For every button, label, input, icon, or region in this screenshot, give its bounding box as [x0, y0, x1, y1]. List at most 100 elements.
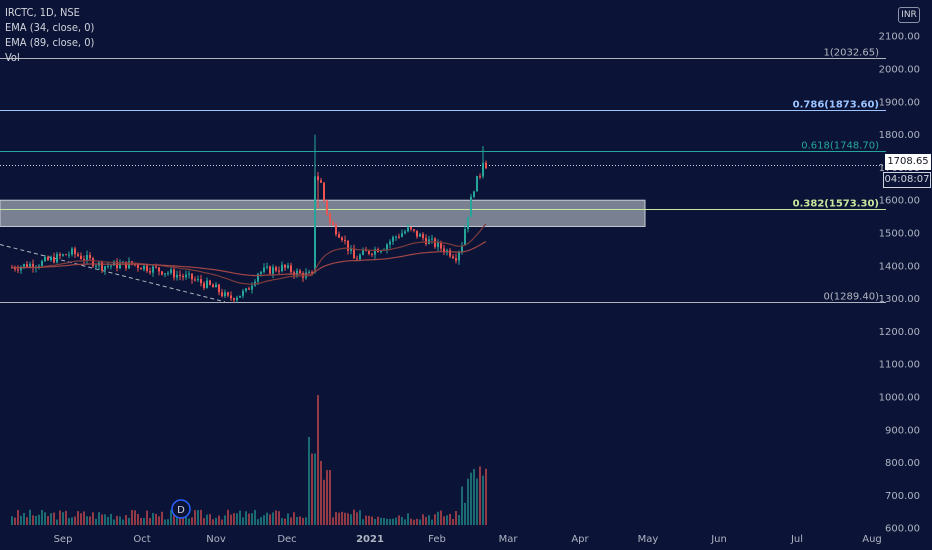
candle-body	[215, 284, 217, 288]
candle-body	[245, 288, 247, 291]
y-tick-label: 1600.00	[879, 196, 920, 207]
volume-bar	[32, 515, 34, 525]
candle-body	[344, 240, 346, 242]
volume-bar	[452, 518, 454, 525]
volume-bar	[410, 518, 412, 525]
candle-body	[182, 276, 184, 278]
volume-bar	[215, 517, 217, 525]
candle-body	[356, 258, 358, 260]
volume-bar	[287, 513, 289, 525]
candle-body	[434, 238, 436, 247]
symbol-title[interactable]: IRCTC, 1D, NSE	[5, 6, 80, 19]
candle-body	[59, 254, 61, 256]
volume-bar	[47, 516, 49, 525]
x-tick-label: 2021	[356, 534, 384, 545]
indicator-volume[interactable]: Vol	[5, 51, 20, 64]
dividend-marker-circle	[171, 499, 191, 519]
candle-body	[386, 244, 388, 250]
volume-bar	[404, 519, 406, 525]
candle-body	[416, 230, 418, 237]
volume-bar	[419, 519, 421, 525]
candle-body	[161, 271, 163, 275]
x-tick-label: Dec	[277, 534, 296, 545]
fib-level-label: 0(1289.40)	[823, 292, 879, 303]
volume-bar	[152, 512, 154, 525]
candle-body	[203, 283, 205, 288]
volume-bar	[362, 519, 364, 525]
candle-body	[413, 229, 415, 231]
candle-body	[221, 292, 223, 297]
candle-body	[53, 257, 55, 263]
candle-body	[317, 176, 319, 181]
y-tick-label: 1100.00	[879, 360, 920, 371]
volume-bar	[308, 437, 310, 525]
candle-body	[101, 262, 103, 271]
volume-bar	[92, 512, 94, 525]
volume-bar	[116, 515, 118, 525]
volume-bar	[140, 517, 142, 525]
volume-bar	[206, 514, 208, 525]
candle-body	[23, 264, 25, 267]
candle-body	[41, 260, 43, 266]
candle-body	[299, 270, 301, 273]
indicator-ema89[interactable]: EMA (89, close, 0)	[5, 36, 95, 49]
volume-bar	[296, 516, 298, 525]
volume-bar	[437, 511, 439, 525]
volume-bar	[392, 518, 394, 525]
volume-bar	[371, 516, 373, 525]
volume-bar	[119, 516, 121, 525]
fib-level-label: 0.786(1873.60)	[793, 100, 879, 111]
candle-body	[380, 250, 382, 253]
volume-bar	[422, 514, 424, 525]
volume-bar	[89, 516, 91, 525]
volume-bar	[329, 469, 331, 525]
y-tick-label: 1400.00	[879, 261, 920, 272]
x-tick-label: Apr	[571, 534, 589, 545]
volume-bar	[455, 511, 457, 525]
volume-bar	[263, 515, 265, 525]
volume-bar	[299, 516, 301, 525]
candle-body	[179, 274, 181, 277]
candle-body	[71, 248, 73, 255]
volume-bar	[17, 510, 19, 525]
candle-body	[92, 258, 94, 267]
x-tick-label: Mar	[499, 534, 519, 545]
candle-body	[401, 233, 403, 237]
volume-bar	[104, 514, 106, 525]
volume-bar	[446, 515, 448, 525]
candle-body	[167, 272, 169, 274]
candle-body	[323, 182, 325, 201]
candle-body	[239, 295, 241, 298]
indicator-ema34[interactable]: EMA (34, close, 0)	[5, 21, 95, 34]
y-tick-label: 2000.00	[879, 65, 920, 76]
ema-89-line	[11, 240, 487, 277]
dividend-marker-label: D	[177, 505, 185, 516]
volume-bar	[443, 516, 445, 525]
volume-bar	[56, 519, 58, 525]
volume-bar	[107, 516, 109, 525]
candle-body	[263, 267, 265, 272]
volume-bar	[374, 518, 376, 525]
volume-bar	[458, 514, 460, 525]
candle-body	[152, 266, 154, 273]
volume-bar	[158, 516, 160, 525]
volume-bar	[269, 514, 271, 525]
volume-bar	[383, 517, 385, 525]
candle-body	[107, 265, 109, 267]
volume-bar	[395, 517, 397, 525]
candle-body	[104, 266, 106, 271]
candle-body	[197, 279, 199, 281]
volume-bar	[470, 472, 472, 525]
candle-body	[26, 264, 28, 268]
currency-badge[interactable]: INR	[898, 7, 920, 23]
volume-bar	[200, 509, 202, 525]
volume-bar	[320, 460, 322, 525]
volume-bar	[62, 512, 64, 525]
volume-bar	[179, 513, 181, 525]
volume-bar	[389, 518, 391, 525]
volume-bar	[149, 517, 151, 525]
candle-body	[368, 251, 370, 254]
candle-body	[200, 279, 202, 284]
